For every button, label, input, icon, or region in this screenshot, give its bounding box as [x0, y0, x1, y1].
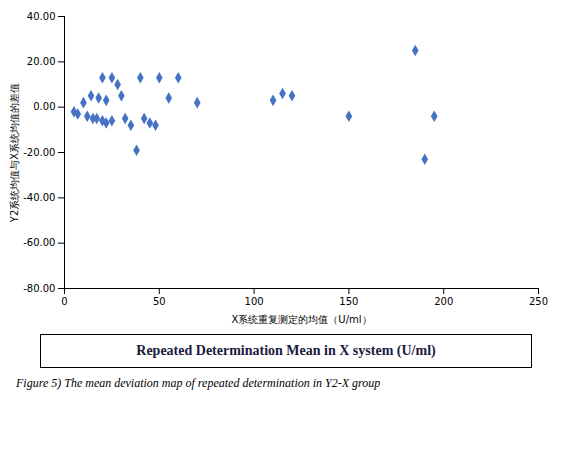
html-text:Repeated Determination Mean in: Repeated Determination Mean in X system … [136, 343, 436, 358]
html-text:Figure 5) The mean deviation m: Figure 5) The mean deviation map of repe… [16, 376, 381, 390]
svg-text:250: 250 [529, 296, 548, 307]
svg-text:200: 200 [434, 296, 453, 307]
svg-text:20.00: 20.00 [27, 56, 56, 67]
svg-text:40.00: 40.00 [27, 11, 56, 22]
svg-text:0.00: 0.00 [33, 101, 55, 112]
svg-text:-40.00: -40.00 [23, 192, 55, 203]
svg-text:150: 150 [339, 296, 358, 307]
svg-text:-80.00: -80.00 [23, 283, 55, 294]
svg-text:100: 100 [245, 296, 264, 307]
svg-text:-60.00: -60.00 [23, 237, 55, 248]
svg-text:-20.00: -20.00 [23, 147, 55, 158]
svg-text:0: 0 [61, 296, 67, 307]
svg-text:X系统重复测定的均值（U/ml）: X系统重复测定的均值（U/ml） [231, 314, 371, 325]
svg-text:50: 50 [153, 296, 166, 307]
svg-text:Y2系统均值与X系统均值的差值: Y2系统均值与X系统均值的差值 [9, 83, 20, 223]
